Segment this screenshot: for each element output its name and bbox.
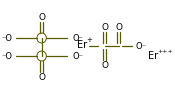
Text: Er: Er — [148, 51, 158, 61]
Text: O⁻: O⁻ — [136, 41, 147, 50]
Text: Er: Er — [77, 40, 87, 50]
Text: ⁻O: ⁻O — [1, 51, 12, 60]
Text: O: O — [115, 22, 122, 31]
Text: O⁻: O⁻ — [73, 33, 84, 42]
Text: +: + — [87, 37, 93, 43]
Text: O: O — [101, 60, 108, 69]
Text: ⁻O: ⁻O — [1, 33, 12, 42]
Text: O: O — [38, 12, 45, 21]
Text: O: O — [101, 22, 108, 31]
Text: +++: +++ — [157, 49, 173, 53]
Text: O⁻: O⁻ — [73, 51, 84, 60]
Text: O: O — [38, 72, 45, 81]
